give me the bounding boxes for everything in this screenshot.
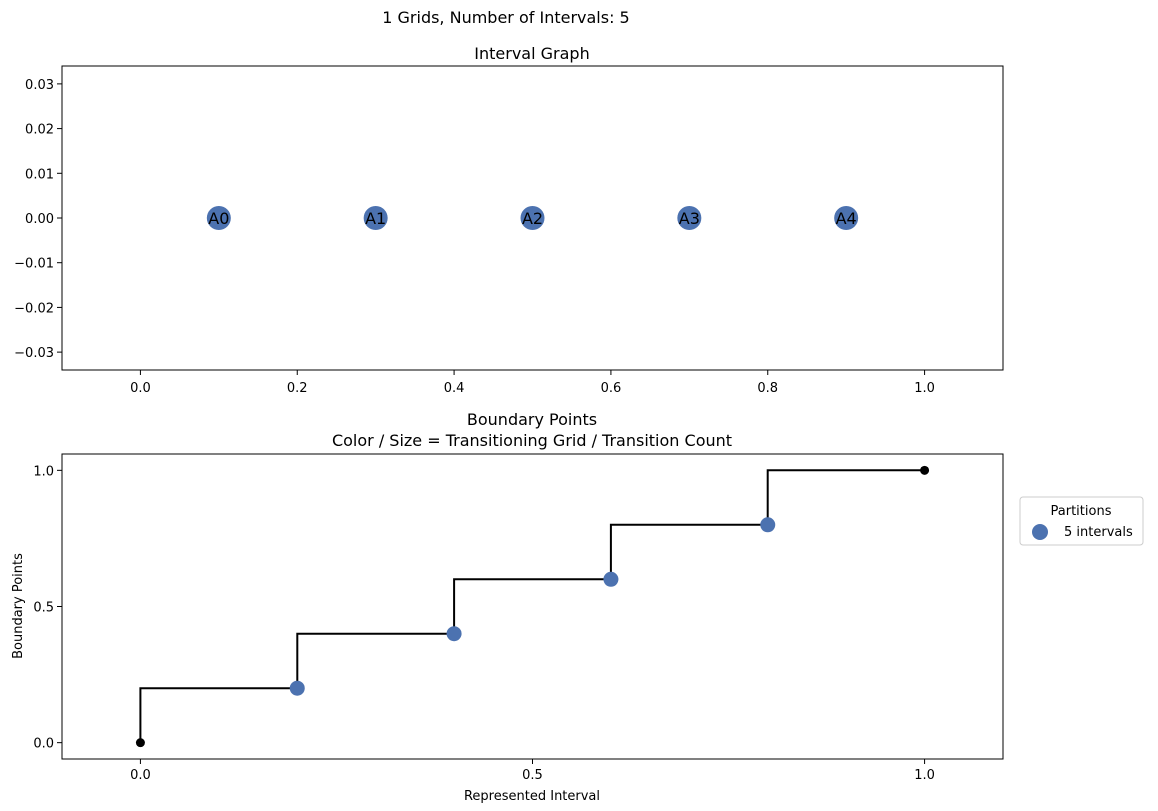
x-tick-label: 1.0 bbox=[914, 381, 935, 396]
y-tick-label: 0.0 bbox=[33, 737, 54, 752]
y-tick-label: −0.03 bbox=[14, 346, 54, 361]
y-tick-label: −0.02 bbox=[14, 301, 54, 316]
legend-title: Partitions bbox=[1051, 504, 1112, 519]
interval-node-a3 bbox=[677, 206, 702, 230]
legend: Partitions 5 intervals bbox=[1019, 496, 1144, 546]
interval-node-a2 bbox=[520, 206, 545, 230]
y-tick-label: 1.0 bbox=[33, 464, 54, 479]
y-tick-label: −0.01 bbox=[14, 257, 54, 272]
boundary-points-title: Boundary Points bbox=[467, 410, 597, 429]
endpoint-marker bbox=[920, 465, 930, 475]
x-tick-label: 0.0 bbox=[130, 768, 151, 783]
y-tick-label: 0.5 bbox=[33, 601, 54, 616]
x-tick-label: 0.0 bbox=[130, 381, 151, 396]
interval-graph-title: Interval Graph bbox=[474, 44, 589, 63]
legend-frame bbox=[1019, 496, 1144, 546]
boundary-point-marker bbox=[446, 626, 462, 642]
boundary-points-xlabel: Represented Interval bbox=[464, 789, 600, 804]
interval-node-a1 bbox=[363, 206, 388, 230]
interval-node-label: A2 bbox=[522, 209, 543, 228]
y-tick-label: 0.01 bbox=[25, 167, 54, 182]
boundary-point-marker bbox=[603, 571, 619, 587]
boundary-points-x-axis: 0.0 0.5 1.0 bbox=[130, 759, 935, 783]
interval-graph-y-axis: 0.03 0.02 0.01 0.00 −0.01 −0.02 −0.03 bbox=[14, 78, 62, 361]
interval-node-a0 bbox=[206, 206, 231, 230]
figure-suptitle: 1 Grids, Number of Intervals: 5 bbox=[382, 8, 629, 27]
x-tick-label: 0.2 bbox=[287, 381, 308, 396]
boundary-points-ylabel: Boundary Points bbox=[11, 553, 26, 659]
x-tick-label: 0.6 bbox=[601, 381, 622, 396]
interval-node-label: A3 bbox=[679, 209, 700, 228]
y-tick-label: 0.03 bbox=[25, 78, 54, 93]
x-tick-label: 1.0 bbox=[914, 768, 935, 783]
interval-node-label: A4 bbox=[836, 209, 857, 228]
endpoint-marker bbox=[135, 738, 145, 748]
y-tick-label: 0.02 bbox=[25, 123, 54, 138]
step-line bbox=[139, 469, 925, 743]
legend-entry-label: 5 intervals bbox=[1064, 525, 1133, 540]
boundary-points-chart: Boundary Points Color / Size = Transitio… bbox=[11, 410, 1144, 804]
boundary-points-y-axis: 1.0 0.5 0.0 bbox=[33, 464, 62, 752]
boundary-points-step-line bbox=[139, 469, 925, 743]
boundary-point-marker bbox=[289, 680, 305, 696]
interval-node-a4 bbox=[834, 206, 859, 230]
interval-node-label: A0 bbox=[208, 209, 229, 228]
interval-graph-nodes: A0 A1 A2 A3 A4 bbox=[206, 206, 859, 230]
y-tick-label: 0.00 bbox=[25, 212, 54, 227]
boundary-points-axes-frame bbox=[61, 453, 1004, 760]
boundary-point-marker bbox=[760, 517, 776, 533]
boundary-points-subtitle: Color / Size = Transitioning Grid / Tran… bbox=[332, 431, 732, 450]
boundary-points-markers bbox=[135, 465, 930, 748]
interval-graph-x-axis: 0.0 0.2 0.4 0.6 0.8 1.0 bbox=[130, 370, 935, 396]
x-tick-label: 0.4 bbox=[444, 381, 465, 396]
interval-graph-chart: Interval Graph 0.0 0.2 0.4 0.6 0.8 1.0 0.030.… bbox=[14, 44, 1004, 396]
x-tick-label: 0.5 bbox=[522, 768, 543, 783]
x-tick-label: 0.8 bbox=[757, 381, 778, 396]
interval-node-label: A1 bbox=[365, 209, 386, 228]
legend-marker bbox=[1032, 524, 1048, 540]
